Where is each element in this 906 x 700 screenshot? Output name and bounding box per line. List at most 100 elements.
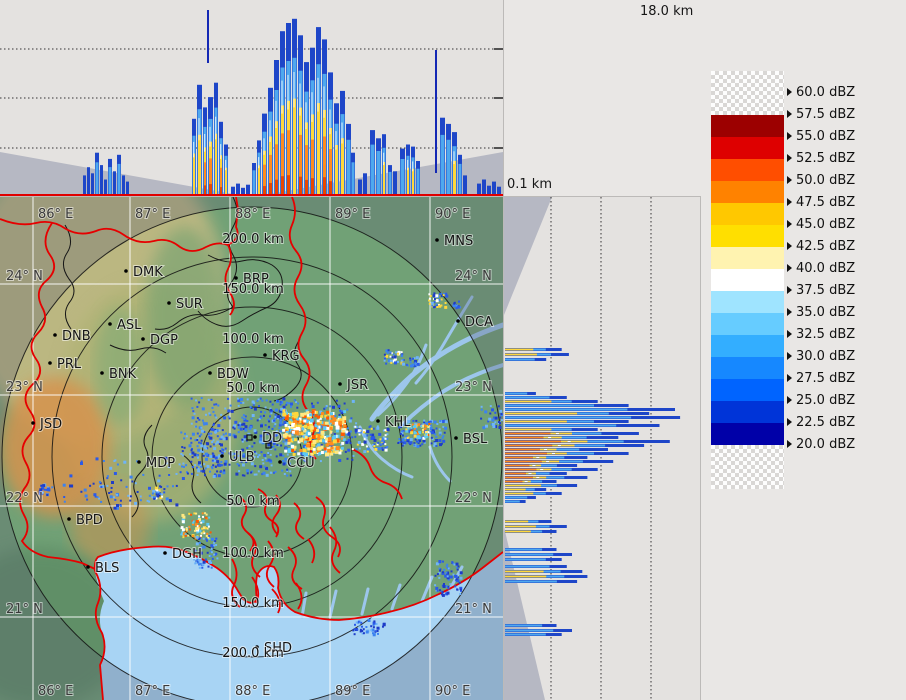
city-marker-DMK bbox=[124, 269, 128, 273]
city-marker-KHL bbox=[376, 419, 380, 423]
range-ring-label: 50.0 km bbox=[226, 381, 279, 396]
color-scale-label: 60.0 dBZ bbox=[787, 86, 855, 100]
lat-label-right: 21° N bbox=[455, 602, 492, 617]
city-marker-JSR bbox=[338, 382, 342, 386]
range-ring-label: 150.0 km bbox=[222, 596, 284, 611]
city-marker-CCU bbox=[278, 460, 282, 464]
range-ring-label: 100.0 km bbox=[222, 546, 284, 561]
city-label-JSR: JSR bbox=[346, 378, 368, 393]
city-marker-SHD bbox=[255, 645, 259, 649]
lon-label-bottom: 87° E bbox=[135, 684, 170, 699]
color-scale-block bbox=[711, 379, 784, 401]
color-scale-label: 40.0 dBZ bbox=[787, 262, 855, 276]
lon-label-top: 89° E bbox=[335, 207, 370, 222]
lon-label-bottom: 88° E bbox=[235, 684, 270, 699]
city-label-DNB: DNB bbox=[62, 329, 91, 344]
city-marker-DGH bbox=[163, 551, 167, 555]
lat-label-left: 23° N bbox=[6, 380, 43, 395]
scale-tick-arrow-icon bbox=[787, 330, 792, 338]
color-scale bbox=[711, 71, 784, 489]
scale-tick-arrow-icon bbox=[787, 154, 792, 162]
color-scale-overflow-top bbox=[711, 71, 784, 115]
color-scale-label: 52.5 dBZ bbox=[787, 152, 855, 166]
city-label-DMK: DMK bbox=[133, 265, 163, 280]
city-label-PRL: PRL bbox=[57, 357, 82, 372]
lon-label-bottom: 89° E bbox=[335, 684, 370, 699]
side-cross-section-chart bbox=[504, 197, 700, 700]
color-scale-label: 47.5 dBZ bbox=[787, 196, 855, 210]
city-marker-BPD bbox=[67, 517, 71, 521]
scale-tick-arrow-icon bbox=[787, 198, 792, 206]
color-scale-label: 50.0 dBZ bbox=[787, 174, 855, 188]
scale-tick-arrow-icon bbox=[787, 176, 792, 184]
color-scale-label: 55.0 dBZ bbox=[787, 130, 855, 144]
city-marker-KRG bbox=[263, 353, 267, 357]
color-scale-label: 32.5 dBZ bbox=[787, 328, 855, 342]
color-scale-block bbox=[711, 137, 784, 159]
range-ring-label: 100.0 km bbox=[222, 332, 284, 347]
color-scale-label: 57.5 dBZ bbox=[787, 108, 855, 122]
scale-tick-arrow-icon bbox=[787, 110, 792, 118]
range-ring-label: 150.0 km bbox=[222, 282, 284, 297]
city-label-BLS: BLS bbox=[95, 561, 119, 576]
city-label-BPD: BPD bbox=[76, 513, 103, 528]
radar-map-panel: MNS DMK BRP SUR DNB DCA ASL DGP PRL BNK KRG BDW JSR J… bbox=[0, 196, 504, 700]
city-label-KHL: KHL bbox=[385, 415, 411, 430]
city-marker-MNS bbox=[435, 238, 439, 242]
city-label-CCU: CCU bbox=[287, 456, 315, 471]
city-marker-ULB bbox=[220, 454, 224, 458]
city-label-KRG: KRG bbox=[272, 349, 300, 364]
max-height-label: 18.0 km bbox=[640, 4, 694, 19]
city-marker-MDP bbox=[137, 460, 141, 464]
city-label-ULB: ULB bbox=[229, 450, 255, 465]
color-scale-label: 45.0 dBZ bbox=[787, 218, 855, 232]
range-ring-label: 200.0 km bbox=[222, 232, 284, 247]
top-cross-section-panel bbox=[0, 0, 504, 198]
color-scale-label: 35.0 dBZ bbox=[787, 306, 855, 320]
lat-label-right: 22° N bbox=[455, 491, 492, 506]
lon-label-bottom: 86° E bbox=[38, 684, 73, 699]
side-cross-section-panel bbox=[503, 196, 701, 700]
scale-tick-arrow-icon bbox=[787, 440, 792, 448]
color-scale-overflow-bottom bbox=[711, 445, 784, 489]
radar-map: MNS DMK BRP SUR DNB DCA ASL DGP PRL BNK KRG BDW JSR J… bbox=[0, 197, 503, 700]
scale-tick-arrow-icon bbox=[787, 396, 792, 404]
city-label-MDP: MDP bbox=[146, 456, 175, 471]
city-label-SUR: SUR bbox=[176, 297, 203, 312]
scale-tick-arrow-icon bbox=[787, 220, 792, 228]
scale-tick-arrow-icon bbox=[787, 418, 792, 426]
color-scale-label: 37.5 dBZ bbox=[787, 284, 855, 298]
color-scale-block bbox=[711, 247, 784, 269]
city-marker-BLS bbox=[86, 565, 90, 569]
city-label-DD: DD bbox=[262, 431, 282, 446]
lat-label-right: 23° N bbox=[455, 380, 492, 395]
scale-tick-arrow-icon bbox=[787, 88, 792, 96]
city-label-BNK: BNK bbox=[109, 367, 137, 382]
color-scale-labels: 60.0 dBZ 57.5 dBZ 55.0 dBZ 52.5 dBZ 50.0 dBZ… bbox=[787, 0, 906, 700]
color-scale-label: 20.0 dBZ bbox=[787, 438, 855, 452]
city-marker-JSD bbox=[31, 421, 35, 425]
scale-tick-arrow-icon bbox=[787, 352, 792, 360]
color-scale-block bbox=[711, 269, 784, 291]
scale-tick-arrow-icon bbox=[787, 132, 792, 140]
color-scale-block bbox=[711, 335, 784, 357]
scale-tick-arrow-icon bbox=[787, 374, 792, 382]
scale-tick-arrow-icon bbox=[787, 264, 792, 272]
city-label-BSL: BSL bbox=[463, 432, 488, 447]
lat-label-left: 22° N bbox=[6, 491, 43, 506]
color-scale-block bbox=[711, 401, 784, 423]
city-marker-DD bbox=[253, 435, 257, 439]
lat-label-left: 24° N bbox=[6, 269, 43, 284]
city-label-DCA: DCA bbox=[465, 315, 493, 330]
lat-label-left: 21° N bbox=[6, 602, 43, 617]
color-scale-block bbox=[711, 423, 784, 445]
color-scale-block bbox=[711, 181, 784, 203]
color-scale-block bbox=[711, 357, 784, 379]
scale-tick-arrow-icon bbox=[787, 286, 792, 294]
city-label-BRP: BRP bbox=[243, 272, 269, 287]
city-label-JSD: JSD bbox=[39, 417, 62, 432]
legend-column: MAX (dBZ) 13:32 / 25-Sep-2025 Kolkata 60… bbox=[700, 0, 906, 700]
range-ring-label: 200.0 km bbox=[222, 646, 284, 661]
lon-label-top: 87° E bbox=[135, 207, 170, 222]
